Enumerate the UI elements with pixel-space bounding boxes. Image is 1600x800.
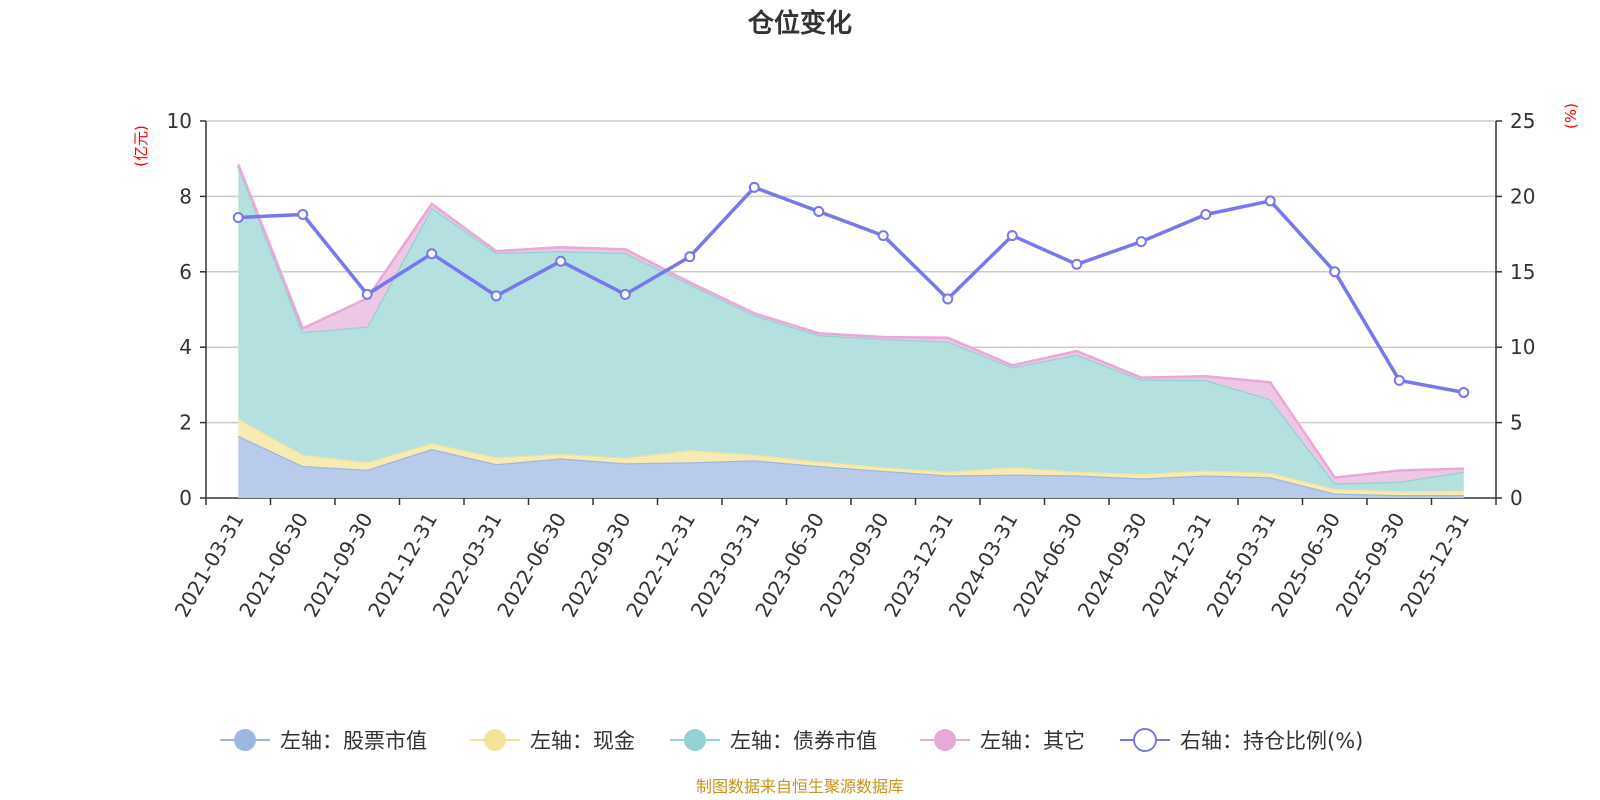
- ratio-point: [297, 208, 309, 220]
- ratio-point: [1135, 236, 1147, 248]
- left-tick-label: 0: [179, 486, 192, 510]
- area-edge-左轴：其它: [237, 163, 1464, 479]
- area-左轴：现金: [238, 418, 1464, 495]
- legend-marker: [1133, 728, 1157, 752]
- legend-marker: [934, 729, 956, 751]
- left-tick-label: 4: [179, 335, 192, 359]
- left-tick-label: 8: [179, 184, 192, 208]
- legend: 左轴：股票市值 左轴：现金 左轴：债券市值 左轴：其它 右轴：持仓比例(%): [220, 728, 1363, 753]
- ratio-point: [1329, 266, 1341, 278]
- ratio-point: [684, 251, 696, 263]
- right-tick-label: 5: [1510, 411, 1523, 435]
- ratio-point: [942, 293, 954, 305]
- ratio-point: [555, 255, 567, 267]
- ratio-point: [1393, 374, 1405, 386]
- legend-label: 左轴：股票市值: [280, 729, 427, 753]
- left-tick-label: 2: [179, 411, 192, 435]
- right-axis-unit: (%): [1562, 103, 1580, 129]
- ratio-point: [490, 290, 502, 302]
- ratio-point: [361, 288, 373, 300]
- ratio-point: [877, 230, 889, 242]
- ratio-line-path: [238, 185, 1465, 395]
- ratio-point: [619, 288, 631, 300]
- ratio-point: [426, 248, 438, 260]
- ratio-point: [232, 212, 244, 224]
- ratio-point: [748, 181, 760, 193]
- legend-marker: [484, 729, 506, 751]
- legend-label: 左轴：债券市值: [730, 729, 877, 753]
- legend-marker: [234, 729, 256, 751]
- chart-title: 仓位变化: [747, 8, 852, 39]
- legend-item: 右轴：持仓比例(%): [1120, 728, 1363, 753]
- x-tick-label: 2025-12-31: [1395, 509, 1474, 622]
- x-axis-labels: 2021-03-312021-06-302021-09-302021-12-31…: [170, 509, 1474, 622]
- right-tick-label: 20: [1510, 184, 1535, 208]
- right-tick-label: 15: [1510, 260, 1535, 284]
- legend-label: 左轴：其它: [980, 729, 1085, 753]
- ratio-point: [1006, 230, 1018, 242]
- legend-item: 左轴：股票市值: [220, 729, 427, 753]
- left-tick-label: 6: [179, 260, 192, 284]
- ratio-point: [1458, 386, 1470, 398]
- legend-item: 左轴：现金: [470, 729, 635, 753]
- left-axis-unit: (亿元): [132, 125, 150, 167]
- axes: [205, 121, 1497, 505]
- legend-label: 左轴：现金: [530, 729, 635, 753]
- legend-item: 左轴：其它: [920, 729, 1085, 753]
- ratio-point: [1264, 195, 1276, 207]
- right-tick-label: 10: [1510, 335, 1535, 359]
- left-tick-label: 10: [167, 109, 192, 133]
- legend-marker: [684, 729, 706, 751]
- stacked-areas: [237, 163, 1464, 498]
- area-左轴：债券市值: [238, 166, 1464, 492]
- y-axis-labels: 0 2 4 6 8 10 0 5 10 15 20 25: [167, 109, 1536, 510]
- ratio-point: [1200, 208, 1212, 220]
- source-note: 制图数据来自恒生聚源数据库: [696, 777, 904, 796]
- holding-ratio-line: [232, 181, 1470, 398]
- area-左轴：股票市值: [238, 435, 1464, 498]
- legend-label: 右轴：持仓比例(%): [1180, 729, 1363, 753]
- ratio-point: [1071, 258, 1083, 270]
- legend-item: 左轴：债券市值: [670, 729, 877, 753]
- ratio-point: [813, 205, 825, 217]
- right-tick-label: 0: [1510, 486, 1523, 510]
- right-tick-label: 25: [1510, 109, 1535, 133]
